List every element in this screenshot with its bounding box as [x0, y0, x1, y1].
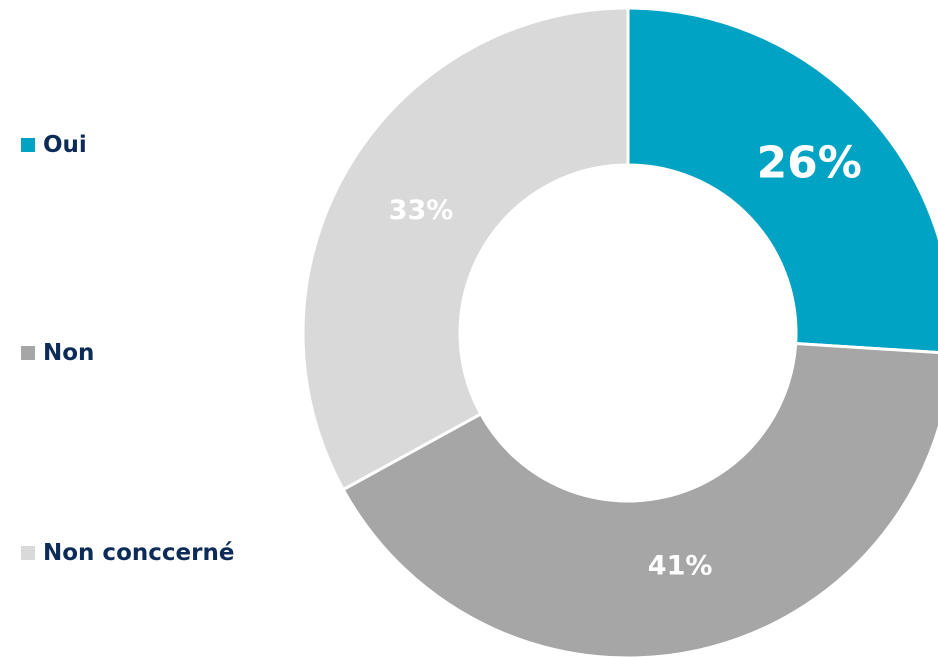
legend-item-oui: Oui: [21, 130, 87, 160]
slice-label-oui: 26%: [757, 137, 862, 188]
legend-label-non: Non: [43, 340, 95, 366]
legend-item-non-concerne: Non conccerné: [21, 538, 234, 568]
donut-slice-oui: [626, 6, 938, 355]
donut-slice-non: [341, 341, 938, 657]
chart-legend: Oui Non Non conccerné: [0, 0, 300, 657]
legend-label-non-concerne: Non conccerné: [43, 540, 235, 566]
slice-label-non-concerne: 33%: [389, 195, 454, 226]
legend-swatch-oui: [21, 138, 35, 152]
donut-slice-non-concerne: [301, 6, 630, 492]
legend-swatch-non-concerne: [21, 546, 35, 560]
legend-swatch-non: [21, 346, 35, 360]
legend-label-oui: Oui: [43, 132, 87, 158]
legend-item-non: Non: [21, 338, 94, 368]
slice-label-non: 41%: [648, 551, 713, 582]
